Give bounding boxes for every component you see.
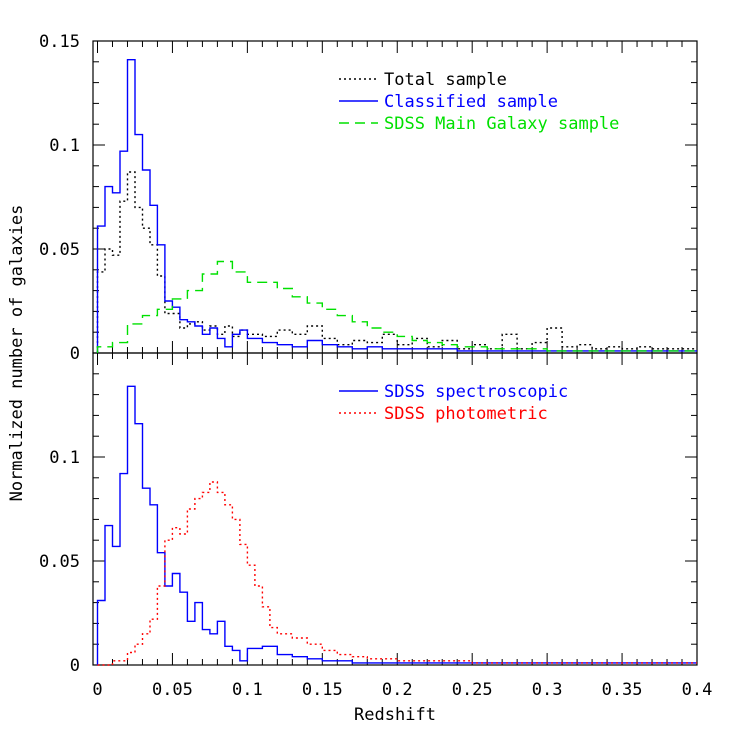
series-sdss-photometric (97, 481, 697, 666)
bottom-panel-frame (92, 352, 698, 666)
series-total-sample (96, 171, 697, 353)
x-tick-label: 0.05 (152, 680, 193, 700)
x-tick-label: 0.35 (602, 680, 643, 700)
series-sdss-main-galaxy-sample (96, 260, 697, 353)
x-tick-label: 0.15 (302, 680, 343, 700)
x-axis-label: Redshift (354, 705, 436, 725)
legend-label-sdss-spectroscopic: SDSS spectroscopic (384, 382, 568, 402)
y-tick-label: 0.1 (49, 136, 80, 156)
top-panel-series (96, 59, 697, 353)
y-tick-label: 0 (70, 344, 80, 364)
y-tick-label: 0.15 (39, 32, 80, 52)
legend-label-total-sample: Total sample (384, 70, 507, 90)
y-tick-label: 0 (70, 656, 80, 676)
x-tick-label: 0.3 (532, 680, 563, 700)
series-sdss-spectroscopic (96, 385, 697, 665)
y-tick-label: 0.1 (49, 448, 80, 468)
top-legend: Total sample Classified sample SDSS Main… (339, 70, 619, 134)
x-tick-label: 0 (92, 680, 102, 700)
bottom-legend: SDSS spectroscopic SDSS photometric (339, 382, 568, 424)
x-tick-label: 0.1 (232, 680, 263, 700)
y-axis-label: Normalized number of galaxies (7, 205, 27, 502)
bottom-panel-series (96, 385, 697, 666)
legend-label-sdss-main-galaxy: SDSS Main Galaxy sample (384, 114, 619, 134)
x-tick-label: 0.4 (682, 680, 713, 700)
y-tick-label: 0.05 (39, 240, 80, 260)
x-tick-label: 0.2 (382, 680, 413, 700)
legend-label-classified-sample: Classified sample (384, 92, 558, 112)
y-tick-label: 0.05 (39, 552, 80, 572)
tick-labels: 0 0.05 0.1 0.15 0.2 0.25 0.3 0.35 0.4 0 0.05 0.1 0.1… (39, 32, 712, 700)
series-classified-sample (96, 59, 697, 353)
x-tick-label: 0.25 (452, 680, 493, 700)
legend-label-sdss-photometric: SDSS photometric (384, 404, 548, 424)
